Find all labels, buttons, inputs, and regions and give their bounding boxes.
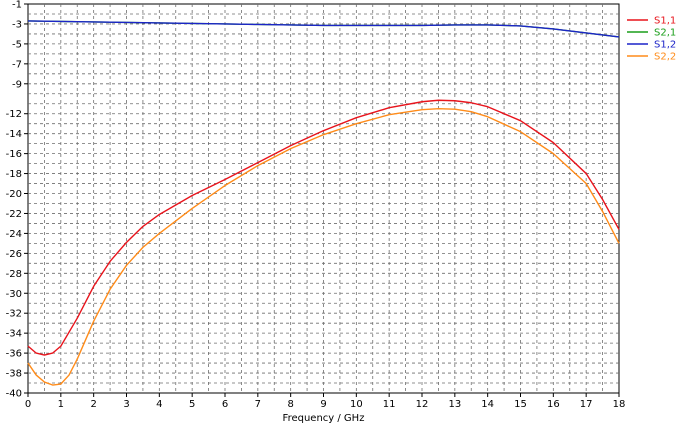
series-line-s2-2 [27, 108, 620, 386]
series-line-s1-2 [27, 20, 620, 38]
x-tick-label: 17 [580, 399, 593, 410]
legend-label-s2-1: S2,1 [654, 28, 676, 39]
y-tick-label: -16 [6, 149, 22, 160]
x-tick-label: 2 [90, 399, 96, 410]
x-tick-label: 7 [255, 399, 261, 410]
x-tick-label: 16 [547, 399, 560, 410]
x-tick-label: 18 [613, 399, 626, 410]
x-tick-label: 1 [58, 399, 64, 410]
y-tick-label: -32 [6, 309, 22, 320]
y-tick-label: -18 [6, 169, 22, 180]
series-line-s1-1 [27, 99, 620, 356]
y-tick-label: -40 [6, 389, 22, 400]
y-tick-label: -28 [6, 269, 22, 280]
series-lines [27, 20, 620, 386]
grid [28, 4, 619, 393]
y-tick-label: -26 [6, 249, 22, 260]
x-tick-label: 13 [448, 399, 461, 410]
x-tick-label: 8 [287, 399, 293, 410]
x-axis-title: Frequency / GHz [283, 413, 365, 424]
y-tick-label: -38 [6, 369, 22, 380]
y-tick-label: -3 [12, 19, 22, 30]
y-tick-label: -20 [6, 189, 22, 200]
y-tick-label: -1 [12, 0, 22, 11]
y-tick-label: -7 [12, 59, 22, 70]
y-tick-label: -22 [6, 209, 22, 220]
x-tick-label: 4 [156, 399, 162, 410]
y-tick-label: -14 [6, 129, 22, 140]
legend-label-s2-2: S2,2 [654, 52, 676, 63]
x-tick-label: 9 [320, 399, 326, 410]
legend-label-s1-1: S1,1 [654, 16, 676, 27]
legend: S1,1S2,1S1,2S2,2 [627, 16, 676, 63]
y-tick-label: -5 [12, 39, 22, 50]
x-tick-label: 15 [514, 399, 527, 410]
x-tick-label: 0 [25, 399, 31, 410]
y-tick-label: -34 [6, 329, 22, 340]
x-tick-label: 3 [123, 399, 129, 410]
x-tick-label: 6 [222, 399, 228, 410]
x-tick-label: 14 [481, 399, 494, 410]
y-tick-label: -24 [6, 229, 22, 240]
x-tick-label: 11 [383, 399, 396, 410]
legend-label-s1-2: S1,2 [654, 40, 676, 51]
tick-marks [24, 3, 620, 397]
x-tick-label: 12 [416, 399, 429, 410]
y-axis-tick-labels: -1 -3 -5 -7 -9 -12 -14 -16 -18 -20 -22 -24 -26 -28 -30… [6, 0, 22, 400]
y-tick-label: -30 [6, 289, 22, 300]
y-tick-label: -9 [12, 79, 22, 90]
x-tick-label: 10 [350, 399, 363, 410]
y-tick-label: -12 [6, 109, 22, 120]
y-tick-label: -36 [6, 349, 22, 360]
x-axis-tick-labels: 0 1 2 3 4 5 6 7 8 9 10 11 12 13 14 15 16 17 18 [25, 399, 626, 410]
x-tick-label: 5 [189, 399, 195, 410]
